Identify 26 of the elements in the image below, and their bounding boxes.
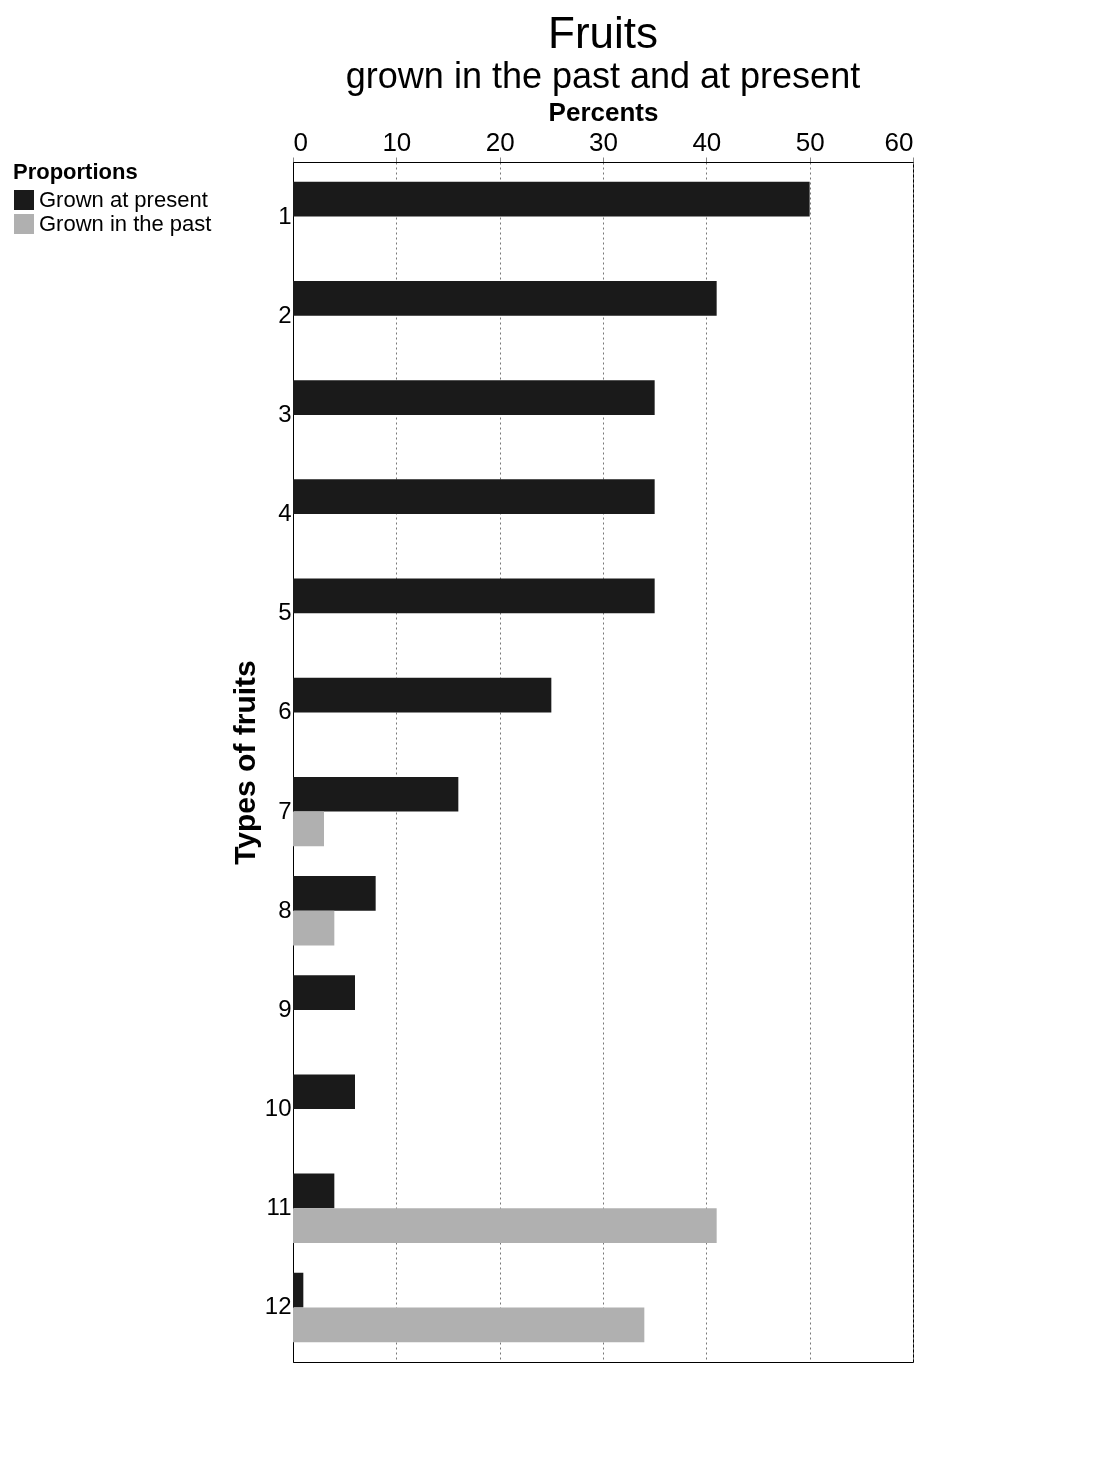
chart-subtitle: grown in the past and at present <box>345 55 861 96</box>
y-tick-label: 10 <box>264 1094 292 1122</box>
x-tick-label: 30 <box>589 126 618 157</box>
y-tick-label: 4 <box>278 499 292 527</box>
x-tick-label: 10 <box>382 126 412 157</box>
y-tick-label: 9 <box>278 994 292 1022</box>
y-tick-label: 11 <box>266 1193 292 1221</box>
x-tick-label: 20 <box>485 126 515 157</box>
chart-title: Fruits <box>548 8 658 57</box>
y-tick-label: 2 <box>278 300 292 328</box>
legend-label: Grown at present <box>39 187 208 212</box>
legend-title: Proportions <box>13 159 138 184</box>
y-tick-label: 7 <box>278 796 292 824</box>
x-tick-label: 50 <box>795 126 825 157</box>
y-axis-title: Types of fruits <box>227 660 261 865</box>
y-tick-label: 12 <box>264 1292 292 1320</box>
y-tick-label: 1 <box>278 201 292 229</box>
x-tick-label: 60 <box>884 126 914 157</box>
x-axis-title: Percents <box>548 96 659 127</box>
y-tick-label: 3 <box>278 399 292 427</box>
y-tick-label: 6 <box>278 697 292 725</box>
legend-label: Grown in the past <box>39 211 212 236</box>
y-tick-label: 8 <box>278 895 292 923</box>
x-tick-label: 40 <box>692 126 722 157</box>
x-tick-label: 0 <box>293 126 308 157</box>
y-tick-label: 5 <box>278 598 292 626</box>
